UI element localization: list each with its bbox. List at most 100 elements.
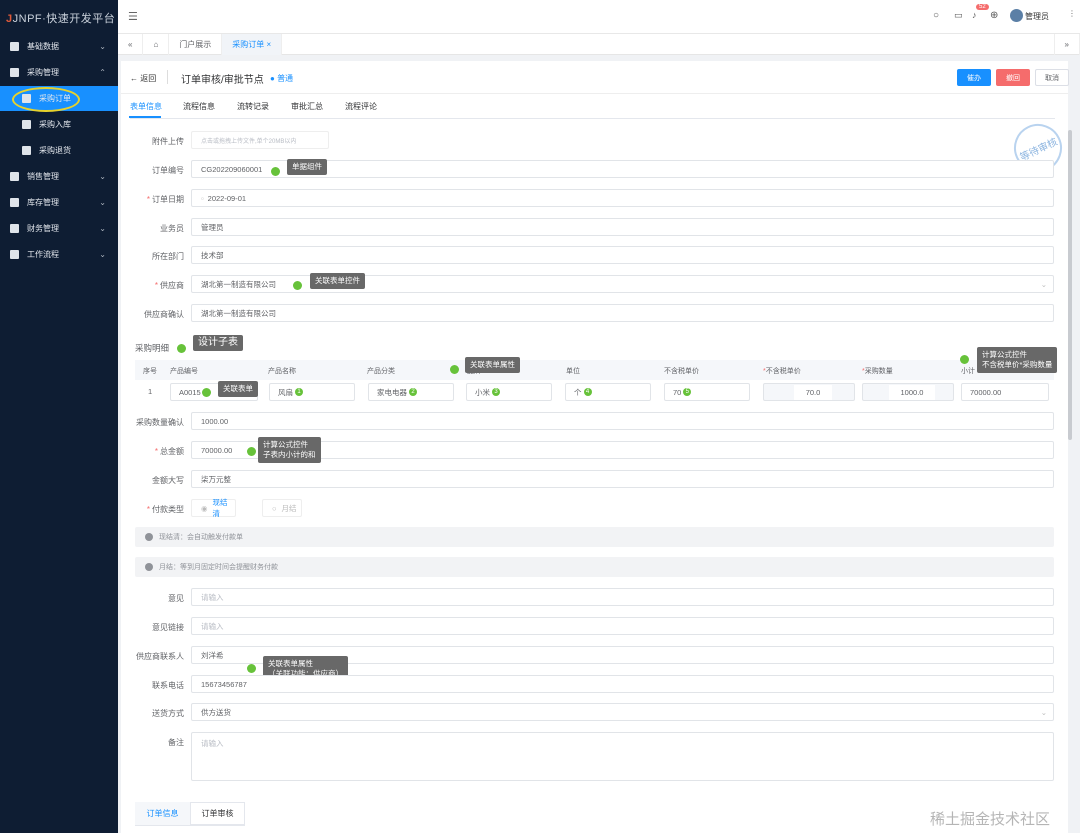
revoke-button[interactable]: 撤回: [996, 69, 1030, 86]
name-field[interactable]: 风扇 1: [269, 383, 355, 401]
supplier-label: * 供应商: [154, 281, 184, 290]
sidebar-item-basic-data[interactable]: 基础数据 ⌄: [0, 34, 118, 59]
bell-icon[interactable]: ♪: [972, 10, 977, 20]
tab-flow-records[interactable]: 流转记录: [237, 102, 269, 111]
amount-words-field[interactable]: 柒万元整: [191, 470, 1054, 488]
expand-right-icon[interactable]: »: [1053, 33, 1080, 55]
pay-type-option-monthly[interactable]: ○ 月结: [262, 499, 302, 517]
delivery-select[interactable]: 供方送货 ⌄: [191, 703, 1054, 721]
watermark: 稀土掘金技术社区: [930, 811, 1051, 828]
database-icon: [22, 146, 31, 155]
home-tab[interactable]: ⌂: [143, 33, 170, 55]
order-date-field[interactable]: ▫ 2022-09-01: [191, 189, 1054, 207]
category-field[interactable]: 家电电器 2: [368, 383, 454, 401]
brand-field[interactable]: 小米 3: [466, 383, 552, 401]
sidebar-item-sales[interactable]: 销售管理 ⌄: [0, 164, 118, 189]
cancel-button[interactable]: 取消: [1035, 69, 1069, 86]
urge-button[interactable]: 催办: [957, 69, 991, 86]
qty-stepper[interactable]: 1000.0: [862, 383, 954, 401]
tab-purchase-order[interactable]: 采购订单 ×: [222, 33, 283, 55]
tab-approval-summary[interactable]: 审批汇总: [291, 102, 323, 111]
dept-field[interactable]: 技术部: [191, 246, 1054, 264]
avatar[interactable]: [1010, 9, 1023, 22]
remark-textarea[interactable]: 请输入: [191, 732, 1054, 781]
annotation-marker-icon: [960, 355, 969, 364]
calendar-icon: ▫: [201, 193, 204, 203]
opinion-input[interactable]: 请输入: [191, 588, 1054, 606]
badge-2: 2: [409, 388, 417, 396]
upload-area[interactable]: 点击或拖拽上传文件,单个20MB以内: [191, 131, 329, 149]
tab-flow-info[interactable]: 流程信息: [183, 102, 215, 111]
sidebar-item-purchase-return[interactable]: 采购退货: [0, 138, 118, 163]
chevron-down-icon: ⌄: [99, 224, 106, 233]
chevron-down-icon: ⌄: [1040, 707, 1047, 717]
bottom-tabs: 订单信息 订单审核: [135, 802, 245, 826]
row-index: 1: [148, 387, 153, 396]
annotation-marker-icon: [202, 388, 211, 397]
sidebar-item-purchase-inbound[interactable]: 采购入库: [0, 112, 118, 137]
badge-5: 5: [683, 388, 692, 396]
user-name[interactable]: 管理员: [1025, 12, 1049, 21]
chevron-down-icon: ⌄: [99, 250, 106, 259]
chevron-down-icon: ⌄: [1040, 279, 1047, 289]
supplier-select[interactable]: 湖北第一制造有限公司 ⌄: [191, 275, 1054, 293]
message-icon[interactable]: ▭: [954, 10, 963, 20]
sidebar-item-purchase[interactable]: 采购管理 ⌃: [0, 60, 118, 85]
page-title: 订单审核/审批节点: [181, 75, 264, 86]
contact-field[interactable]: 刘洋希: [191, 646, 1054, 664]
annotation-supplier: 关联表单控件: [310, 273, 365, 289]
menu-fold-icon[interactable]: ☰: [128, 11, 138, 23]
info-icon: [145, 563, 153, 571]
annotation-marker-icon: [177, 344, 186, 353]
total-field[interactable]: 70000.00: [191, 441, 1054, 459]
annotation-brand: 关联表单属性: [465, 357, 520, 373]
tab-portal[interactable]: 门户展示: [169, 33, 223, 55]
annotation-total: 计算公式控件 子表内小计的和: [258, 437, 321, 463]
annotation-marker-icon: [247, 447, 256, 456]
back-button[interactable]: ← 返回: [130, 74, 157, 83]
divider: [167, 70, 168, 84]
col-unit: 单位: [566, 368, 580, 375]
divider: [130, 118, 1055, 119]
tab-order-info[interactable]: 订单信息: [135, 802, 190, 825]
note-monthly: 月结：等到月固定时间会提醒财务付款: [135, 557, 1054, 577]
subtable-title: 采购明细: [135, 343, 170, 353]
globe-icon[interactable]: ⊕: [990, 10, 999, 21]
salesman-field[interactable]: 管理员: [191, 218, 1054, 236]
sidebar-item-inventory[interactable]: 库存管理 ⌄: [0, 190, 118, 215]
supplier-confirm-field[interactable]: 湖北第一制造有限公司: [191, 304, 1054, 322]
tab-order-review[interactable]: 订单审核: [190, 802, 245, 825]
delivery-label: 送货方式: [152, 709, 184, 718]
price-field[interactable]: 70 5: [664, 383, 750, 401]
annotation-marker-icon: [271, 167, 280, 176]
subtotal-field: 70000.00: [961, 383, 1049, 401]
sidebar: JJNPF·快速开发平台 基础数据 ⌄ 采购管理 ⌃ 采购订单 采购入库 采购退货 …: [0, 0, 118, 833]
sidebar-item-finance[interactable]: 财务管理 ⌄: [0, 216, 118, 241]
search-icon[interactable]: ○: [933, 10, 940, 21]
pay-type-label: * 付款类型: [146, 505, 184, 514]
order-no-field[interactable]: CG202209060001: [191, 160, 1054, 178]
subtable-header: [135, 360, 1054, 380]
col-name: 产品名称: [268, 368, 296, 375]
more-icon[interactable]: ⋮: [1068, 9, 1076, 18]
phone-label: 联系电话: [152, 681, 184, 690]
close-icon[interactable]: ×: [266, 39, 272, 49]
tab-flow-comments[interactable]: 流程评论: [345, 102, 377, 111]
notification-badge: 52: [976, 4, 989, 10]
contact-label: 供应商联系人: [136, 652, 184, 661]
opinion-label: 意见: [168, 594, 184, 603]
phone-field[interactable]: 15673456787: [191, 675, 1054, 693]
qty-confirm-field[interactable]: 1000.00: [191, 412, 1054, 430]
note-cash: 现结清：会自动触发付款单: [135, 527, 1054, 547]
upload-placeholder: 点击或拖拽上传文件,单个20MB以内: [201, 138, 297, 145]
price-stepper[interactable]: 70.0: [763, 383, 855, 401]
opinion-link-input[interactable]: 请输入: [191, 617, 1054, 635]
chevron-down-icon: ⌄: [99, 172, 106, 181]
tab-form-info[interactable]: 表单信息: [130, 102, 162, 111]
chevron-down-icon: ⌄: [99, 42, 106, 51]
scrollbar[interactable]: [1068, 130, 1072, 440]
sidebar-item-workflow[interactable]: 工作流程 ⌄: [0, 242, 118, 267]
collapse-left-icon[interactable]: «: [118, 33, 144, 55]
pay-type-option-cash[interactable]: ◉ 现结清: [191, 498, 236, 518]
